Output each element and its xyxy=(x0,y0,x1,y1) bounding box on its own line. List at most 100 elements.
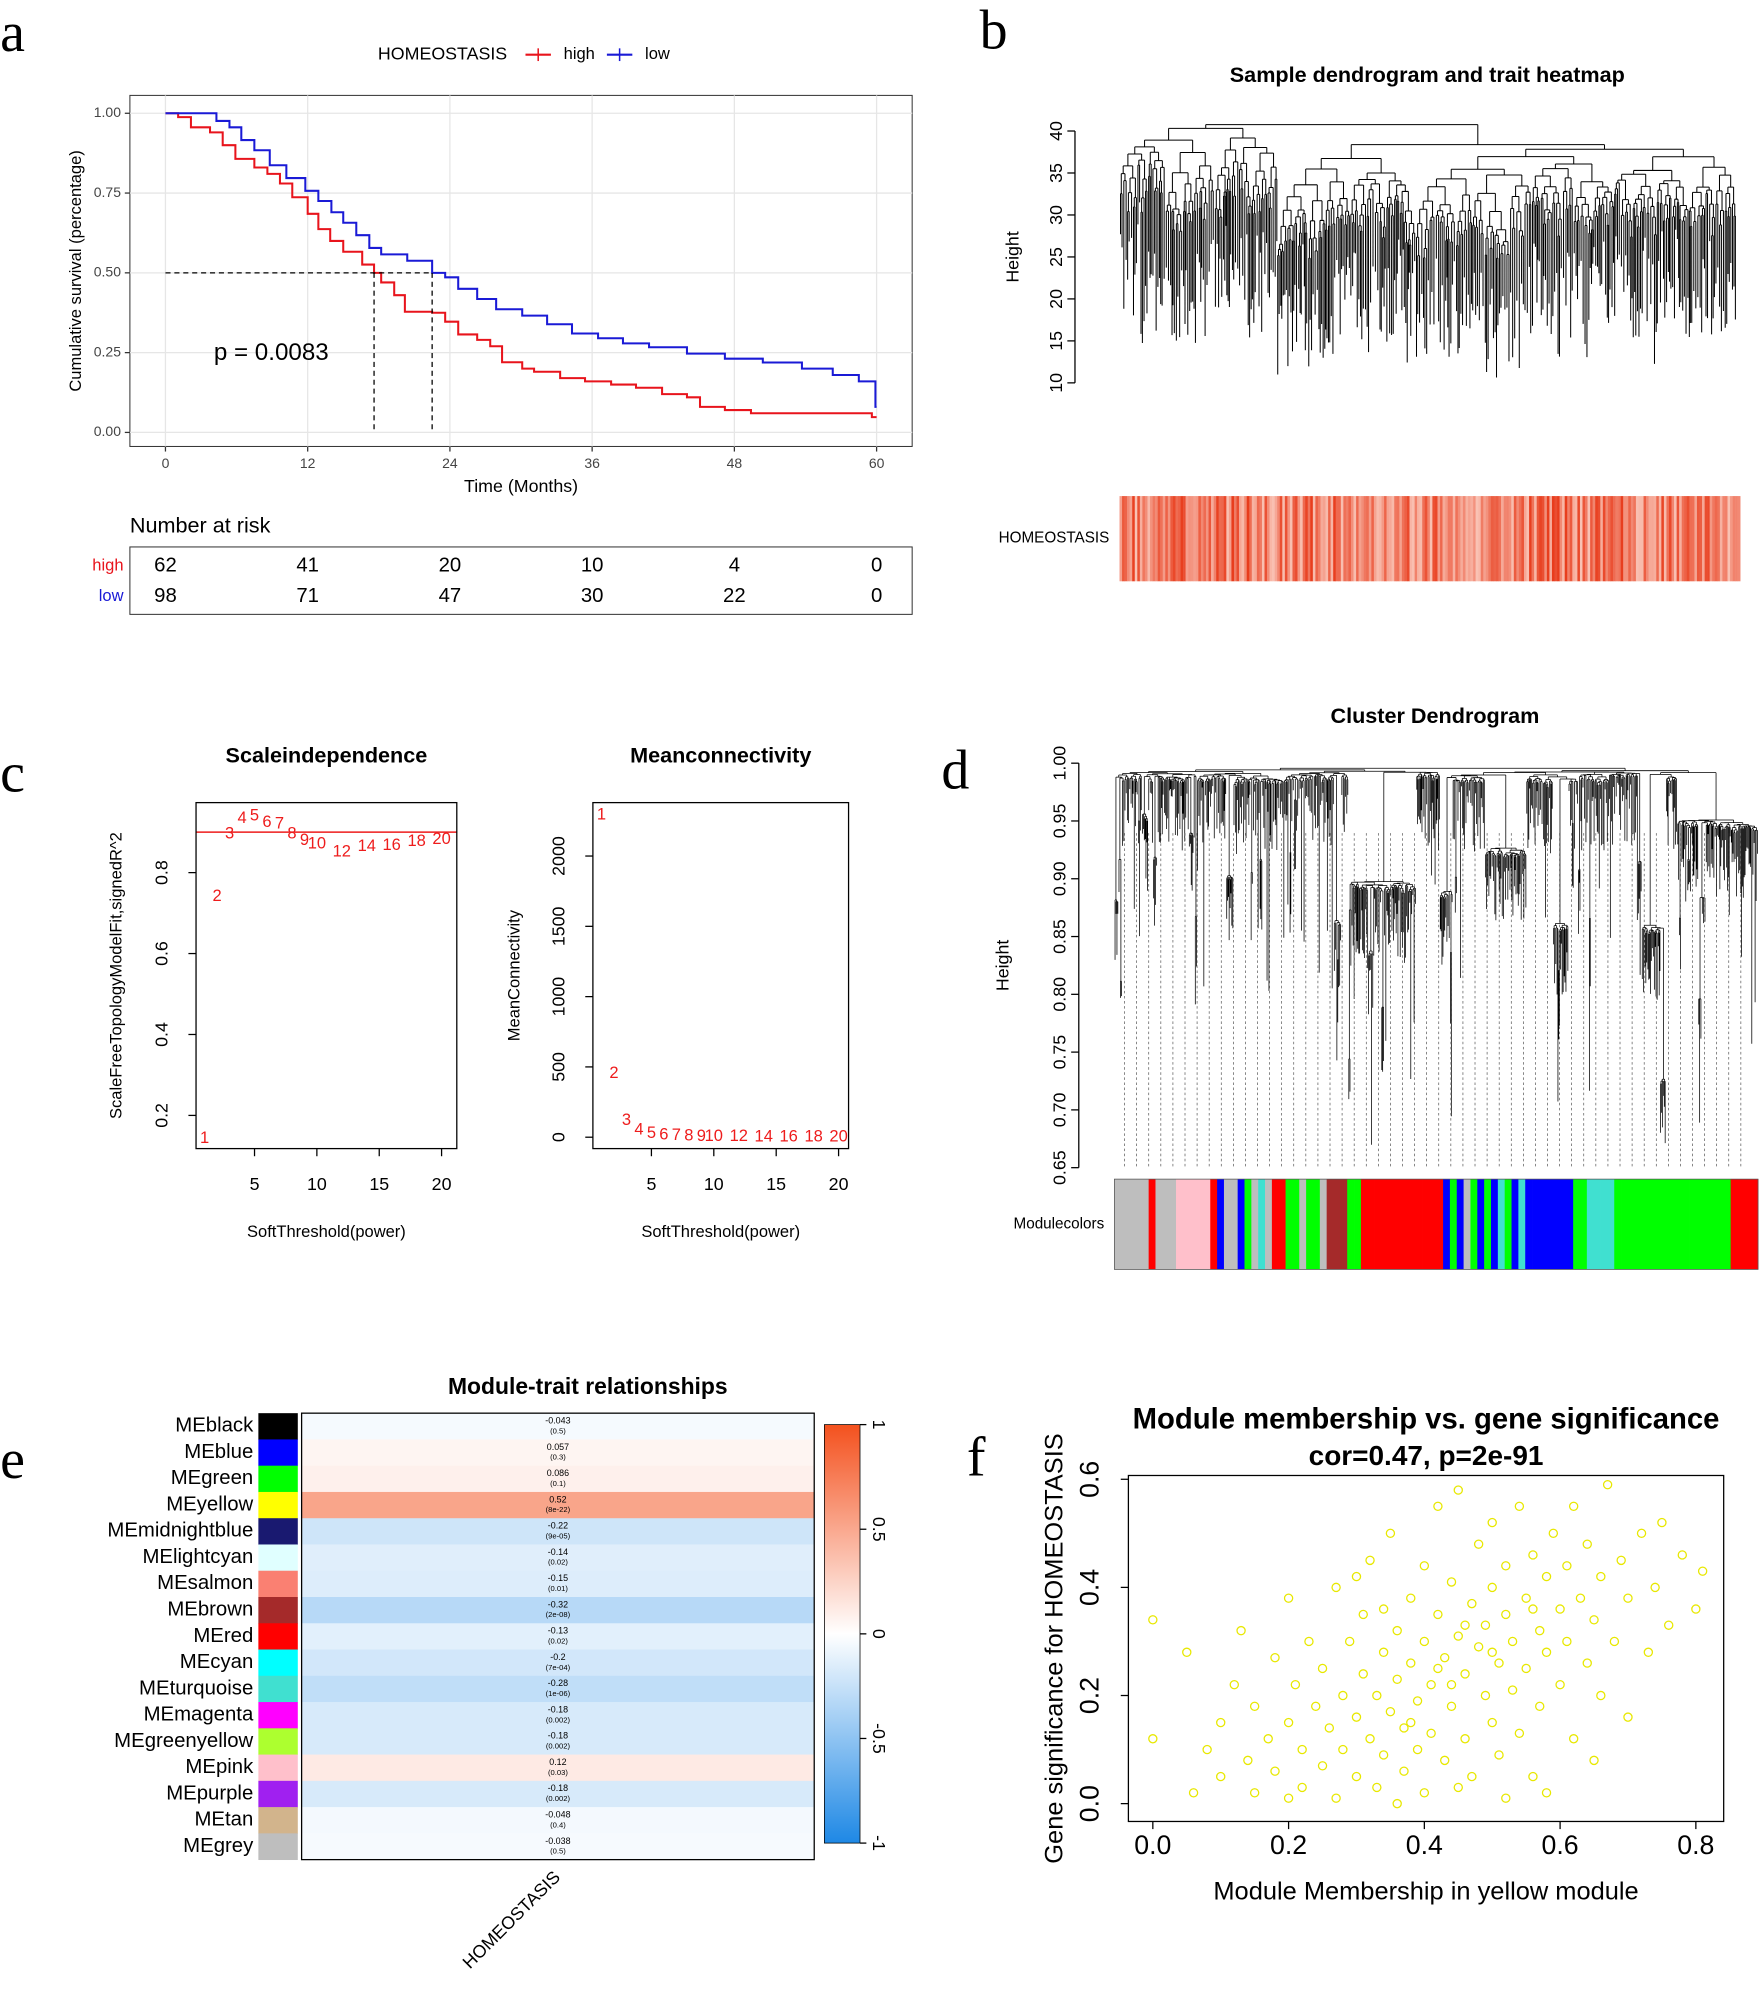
heatmap-stripe xyxy=(1707,496,1710,582)
heatmap-stripe xyxy=(1709,496,1713,582)
point xyxy=(1514,1501,1525,1512)
cell-value: 0.057 xyxy=(547,1442,569,1452)
heatmap-stripe xyxy=(1424,496,1428,582)
heat-cell xyxy=(301,1623,815,1650)
heatmap-stripe xyxy=(1317,496,1321,582)
dendrogram xyxy=(1114,767,1758,1145)
heatmap-stripe xyxy=(1328,496,1331,582)
y-tick-label: 0.90 xyxy=(1050,861,1070,896)
point xyxy=(1562,1561,1572,1571)
module-color-band xyxy=(1299,1179,1307,1270)
heatmap-stripe xyxy=(1323,496,1326,582)
point-label: 2 xyxy=(213,886,222,905)
y-tick-label: 30 xyxy=(1046,205,1066,225)
point-label: 10 xyxy=(705,1126,723,1145)
heatmap-stripe xyxy=(1353,496,1357,582)
module-color-band xyxy=(1374,1179,1382,1270)
heatmap-stripe xyxy=(1178,496,1181,582)
heatmap-stripe xyxy=(1190,496,1194,582)
heatmap-stripe xyxy=(1607,496,1611,582)
heat-cell xyxy=(301,1833,815,1861)
heatmap-stripe xyxy=(1724,496,1728,582)
point xyxy=(1521,1593,1531,1603)
module-color-band xyxy=(1751,1179,1759,1270)
heatmap-stripe xyxy=(1335,496,1339,582)
module-color-band xyxy=(1408,1179,1417,1270)
heatmap-stripe xyxy=(1470,496,1474,582)
chart-title: Meanconnectivity xyxy=(630,743,811,768)
module-color-band xyxy=(1443,1179,1451,1270)
point xyxy=(1555,1604,1565,1614)
risk-count: 0 xyxy=(871,554,882,576)
x-tick-label: 0.8 xyxy=(1677,1830,1714,1860)
module-color-band xyxy=(1641,1179,1649,1270)
panel-label: f xyxy=(967,1427,986,1489)
module-color-band xyxy=(1621,1179,1629,1270)
point xyxy=(1528,1604,1538,1614)
module-color-band xyxy=(1532,1179,1540,1270)
y-tick-label: 20 xyxy=(1046,289,1066,309)
module-swatch xyxy=(258,1728,298,1755)
cell-pvalue: (7e-04) xyxy=(546,1663,571,1672)
point-label: 20 xyxy=(829,1126,847,1145)
module-color-band xyxy=(1128,1179,1136,1270)
heatmap-stripe xyxy=(1671,496,1675,582)
module-color-band xyxy=(1182,1179,1191,1270)
y-tick-label: 0.4 xyxy=(1075,1569,1105,1606)
heatmap-stripe xyxy=(1684,496,1688,582)
heatmap-stripe xyxy=(1203,496,1207,582)
module-color-band xyxy=(1737,1179,1745,1270)
point xyxy=(1514,1728,1525,1739)
module-swatch xyxy=(258,1833,298,1861)
heatmap-stripe xyxy=(1490,496,1494,582)
y-tick-label: 0.80 xyxy=(1050,977,1070,1012)
y-axis-title: Height xyxy=(1003,231,1023,282)
module-color-band xyxy=(1210,1179,1218,1270)
heat-cell xyxy=(301,1570,815,1598)
chart-subtitle: cor=0.47, p=2e-91 xyxy=(1309,1440,1544,1471)
heatmap-stripe xyxy=(1127,496,1130,582)
cell-pvalue: (0.03) xyxy=(548,1768,568,1777)
heatmap-stripe xyxy=(1394,496,1398,582)
heatmap-stripe xyxy=(1534,496,1537,582)
heatmap-stripe xyxy=(1119,496,1123,582)
y-tick-label: 0.4 xyxy=(152,1022,172,1047)
heatmap-stripe xyxy=(1722,496,1726,582)
module-color-band xyxy=(1312,1179,1321,1270)
y-tick-label: 1.00 xyxy=(1050,746,1070,781)
heatmap-stripe xyxy=(1307,496,1311,582)
cell-value: -0.14 xyxy=(548,1547,568,1557)
cell-pvalue: (0.3) xyxy=(550,1453,566,1462)
module-color-band xyxy=(1203,1179,1211,1270)
module-color-band xyxy=(1559,1179,1567,1270)
point xyxy=(1324,1723,1335,1733)
row-label: MElightcyan xyxy=(142,1546,253,1568)
point xyxy=(1236,1625,1246,1636)
heatmap-stripe xyxy=(1297,496,1301,582)
point xyxy=(1358,1609,1368,1620)
heatmap-stripe xyxy=(1605,496,1609,582)
cell-pvalue: (1e-06) xyxy=(546,1689,571,1698)
heatmap-stripe xyxy=(1457,496,1461,582)
x-tick-label: 5 xyxy=(646,1174,656,1194)
module-color-band xyxy=(1436,1179,1444,1270)
heatmap-stripe xyxy=(1137,496,1141,582)
module-color-band xyxy=(1723,1179,1732,1270)
heatmap-stripe xyxy=(1699,496,1703,582)
chart-title: Cluster Dendrogram xyxy=(1330,703,1539,728)
band-label: Modulecolors xyxy=(1014,1215,1105,1232)
point-label: 16 xyxy=(779,1126,797,1145)
heatmap-stripe xyxy=(1162,496,1166,582)
heatmap-stripe xyxy=(1302,496,1306,582)
point-label: 4 xyxy=(634,1120,643,1139)
point xyxy=(1317,1761,1328,1771)
point xyxy=(1433,1609,1443,1620)
heatmap-stripe xyxy=(1559,496,1563,582)
module-color-band xyxy=(1463,1179,1471,1270)
point xyxy=(1297,1782,1307,1793)
heatmap-stripe xyxy=(1506,496,1509,582)
heatmap-stripe xyxy=(1536,496,1540,582)
point xyxy=(1331,1793,1341,1803)
heatmap-stripe xyxy=(1269,496,1273,582)
module-color-band xyxy=(1600,1179,1608,1270)
